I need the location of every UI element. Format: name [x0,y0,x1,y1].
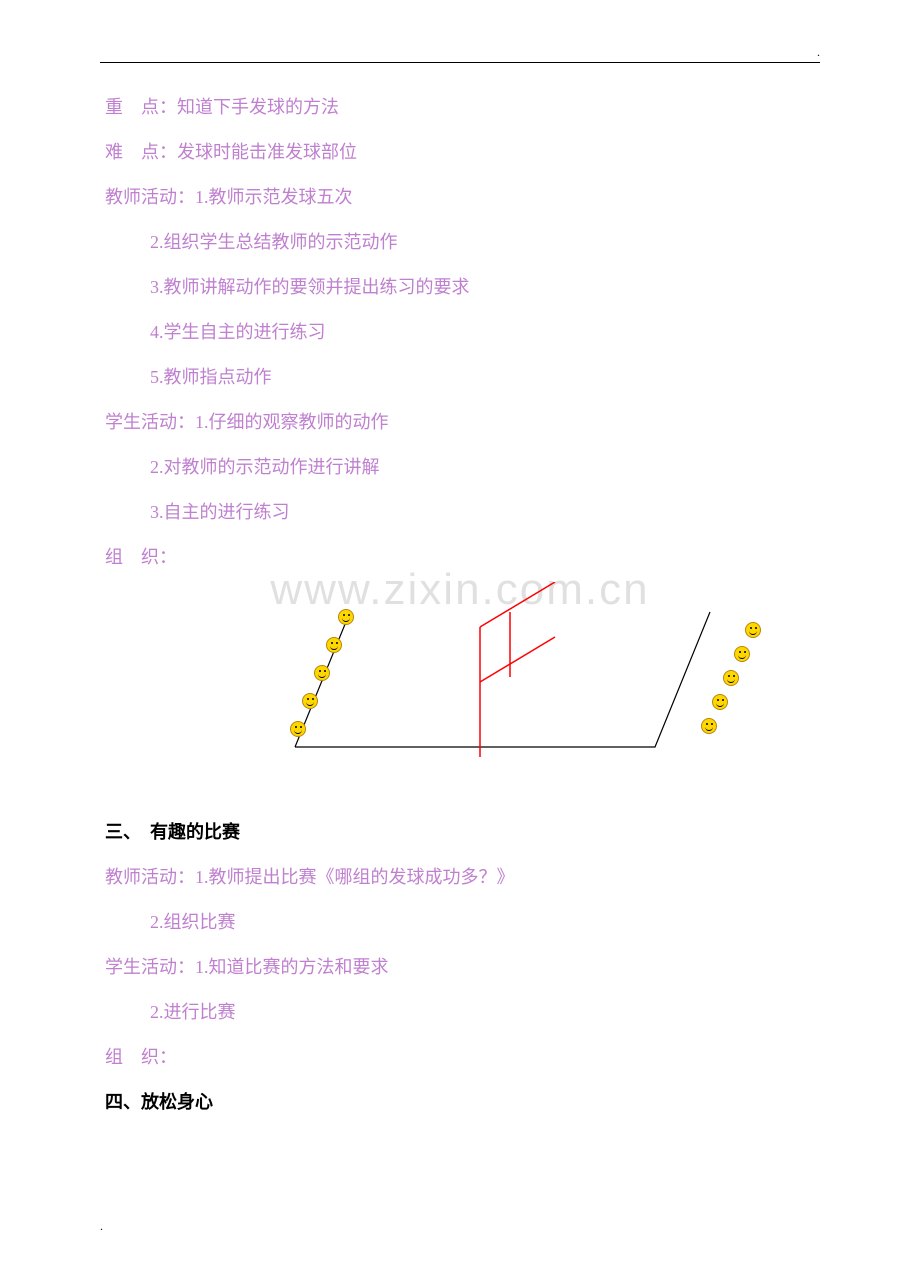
text-line: 组 织： [105,535,820,580]
smiley-icon [734,646,750,662]
text-line: 2.组织比赛 [105,900,820,945]
text-line: 3.自主的进行练习 [105,490,820,535]
content-block: 重 点：知道下手发球的方法 难 点：发球时能击准发球部位 教师活动：1.教师示范… [105,85,820,1125]
text-line: 2.对教师的示范动作进行讲解 [105,445,820,490]
court-baseline [295,612,710,747]
smiley-icon [302,693,318,709]
text-line: 教师活动：1.教师提出比赛《哪组的发球成功多？》 [105,855,820,900]
text-line: 3.教师讲解动作的要领并提出练习的要求 [105,265,820,310]
smiley-icon [723,670,739,686]
smiley-icon [314,665,330,681]
page: . . www.zixin.com.cn 重 点：知道下手发球的方法 难 点：发… [0,0,920,1274]
text-line: 重 点：知道下手发球的方法 [105,85,820,130]
text-line: 学生活动：1.知道比赛的方法和要求 [105,945,820,990]
text-line: 组 织： [105,1035,820,1080]
text-line: 教师活动：1.教师示范发球五次 [105,175,820,220]
court-diagram [200,582,760,782]
net-diag [480,637,555,682]
text-line: 2.进行比赛 [105,990,820,1035]
corner-dot-top-right: . [817,45,820,60]
corner-dot-bottom-left: . [100,1219,103,1234]
text-line: 2.组织学生总结教师的示范动作 [105,220,820,265]
heading-line: 四、放松身心 [105,1080,820,1125]
smiley-icon [712,694,728,710]
text-line: 4.学生自主的进行练习 [105,310,820,355]
text-line: 学生活动：1.仔细的观察教师的动作 [105,400,820,445]
text-line: 难 点：发球时能击准发球部位 [105,130,820,175]
smiley-icon [338,609,354,625]
text-line: 5.教师指点动作 [105,355,820,400]
heading-line: 三、 有趣的比赛 [105,810,820,855]
smiley-icon [745,622,761,638]
net-top [480,582,555,627]
court-svg [200,582,760,782]
smiley-icon [326,637,342,653]
top-rule [100,62,820,63]
smiley-icon [701,718,717,734]
smiley-icon [290,721,306,737]
